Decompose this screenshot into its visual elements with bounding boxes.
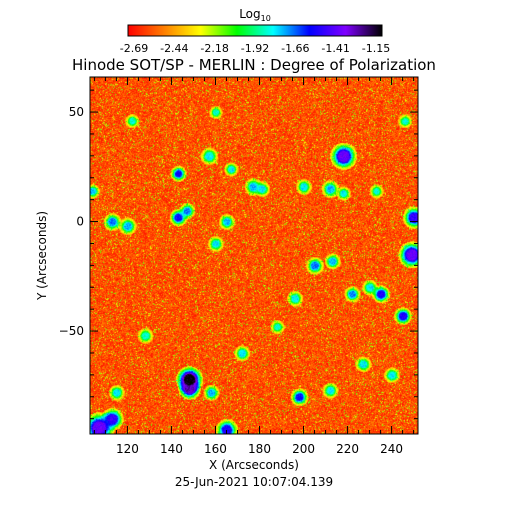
y-tick-label: 0	[76, 215, 84, 229]
colorbar-gradient	[127, 24, 383, 37]
colorbar-tick-label: -1.66	[281, 42, 309, 55]
x-tick-label: 140	[160, 442, 183, 456]
colorbar-tick-label: -2.44	[160, 42, 188, 55]
x-tick-label: 120	[116, 442, 139, 456]
x-tick-label: 220	[336, 442, 359, 456]
plot-frame	[89, 76, 419, 435]
colorbar-tick-label: -1.41	[321, 42, 349, 55]
x-axis-label: X (Arcseconds)	[209, 458, 299, 472]
x-tick-label: 160	[204, 442, 227, 456]
y-tick-label: −50	[59, 324, 84, 338]
x-tick-label: 200	[292, 442, 315, 456]
chart-title: Hinode SOT/SP - MERLIN : Degree of Polar…	[72, 56, 436, 74]
timestamp: 25-Jun-2021 10:07:04.139	[175, 475, 333, 489]
colorbar-tick-labels: -2.69 -2.44 -2.18 -1.92 -1.66 -1.41 -1.15	[120, 42, 390, 55]
y-tick-label: 50	[69, 105, 84, 119]
colorbar-tick-label: -2.18	[200, 42, 228, 55]
plot-axes: 120 140 160 180 200 220 240 50 0 −50	[59, 76, 419, 456]
x-tick-label: 240	[380, 442, 403, 456]
polarization-map-image	[90, 77, 418, 434]
colorbar-label-sub: 10	[261, 14, 271, 23]
colorbar-tick-label: -1.15	[362, 42, 390, 55]
colorbar-tick-label: -2.69	[120, 42, 148, 55]
x-tick-label: 180	[248, 442, 271, 456]
colorbar-label-base: Log	[239, 7, 260, 21]
y-axis-label: Y (Arcseconds)	[35, 211, 49, 301]
polarization-map	[90, 77, 418, 434]
colorbar-tick-label: -1.92	[241, 42, 269, 55]
colorbar	[127, 24, 383, 37]
colorbar-label: Log10	[239, 7, 271, 23]
